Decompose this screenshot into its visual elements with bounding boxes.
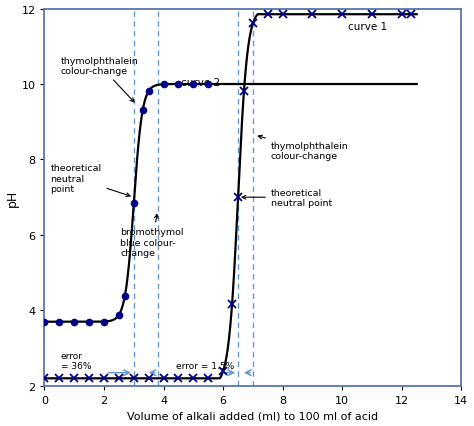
Text: thymolphthalein
colour-change: thymolphthalein colour-change	[61, 57, 138, 103]
Y-axis label: pH: pH	[6, 189, 18, 206]
Text: curve 1: curve 1	[348, 21, 387, 32]
Text: theoretical
neutral point: theoretical neutral point	[242, 188, 332, 207]
Text: bromothymol
blue colour-
change: bromothymol blue colour- change	[120, 215, 184, 258]
Text: thymolphthalein
colour-change: thymolphthalein colour-change	[258, 136, 348, 161]
Text: curve 2: curve 2	[182, 78, 220, 88]
X-axis label: Volume of alkali added (ml) to 100 ml of acid: Volume of alkali added (ml) to 100 ml of…	[128, 411, 379, 420]
Text: theoretical
neutral
point: theoretical neutral point	[50, 164, 130, 197]
Text: error
= 36%: error = 36%	[61, 351, 91, 370]
Text: error = 1.5%: error = 1.5%	[175, 361, 234, 370]
